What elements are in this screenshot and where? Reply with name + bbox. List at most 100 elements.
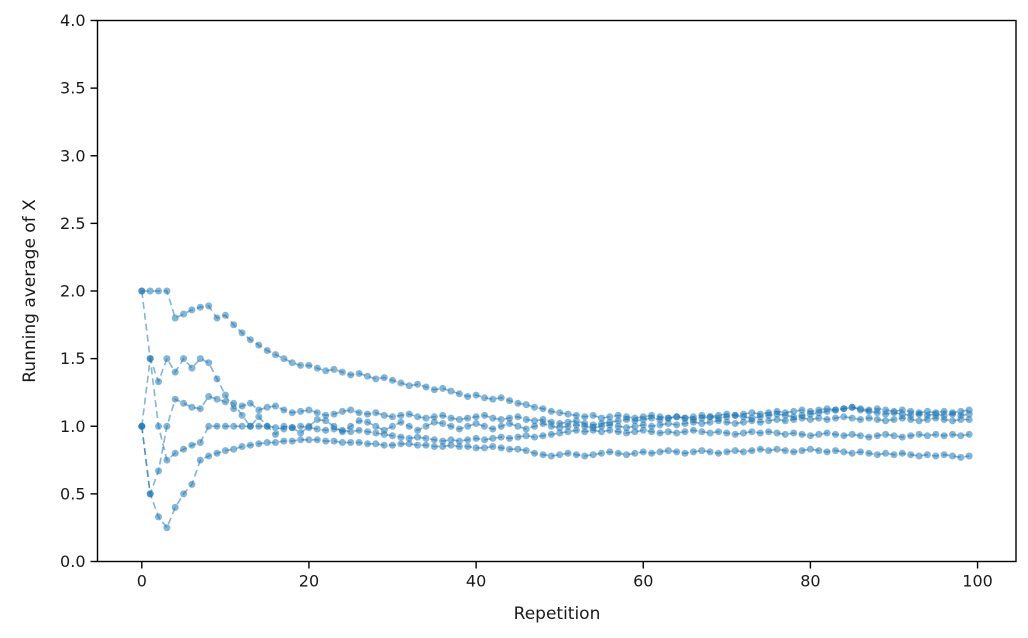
data-point-run-2 [673, 413, 681, 421]
data-point-run-3 [656, 429, 664, 437]
data-point-run-2 [965, 410, 973, 418]
data-point-run-4 [882, 417, 890, 425]
data-point-run-2 [723, 410, 731, 418]
data-point-run-3 [313, 425, 321, 433]
data-point-run-4 [731, 420, 739, 427]
data-point-run-4 [673, 421, 681, 429]
data-point-run-4 [380, 426, 388, 434]
data-point-run-2 [330, 410, 338, 418]
data-point-run-4 [297, 429, 305, 437]
data-point-run-3 [614, 428, 622, 436]
data-point-run-4 [865, 414, 873, 422]
plot-spines [96, 19, 1017, 563]
data-point-run-3 [623, 429, 630, 437]
data-point-run-5 [706, 448, 714, 456]
data-point-run-1 [272, 351, 279, 359]
data-point-run-2 [414, 413, 422, 421]
data-point-run-4 [397, 418, 405, 426]
data-point-run-2 [681, 414, 689, 422]
data-point-run-3 [815, 430, 823, 438]
data-point-run-2 [756, 410, 764, 418]
data-point-run-2 [689, 413, 697, 421]
data-point-run-2 [506, 414, 513, 422]
data-point-run-5 [372, 440, 380, 448]
data-point-run-3 [188, 441, 196, 449]
data-point-run-5 [873, 451, 881, 459]
data-point-run-5 [297, 436, 305, 444]
data-point-run-3 [455, 437, 463, 445]
data-point-run-4 [338, 428, 346, 436]
data-point-run-4 [489, 425, 497, 433]
data-point-run-2 [205, 359, 213, 367]
data-point-run-4 [455, 425, 463, 433]
data-point-run-4 [506, 420, 513, 427]
data-point-run-5 [957, 453, 965, 461]
data-point-run-5 [840, 448, 848, 456]
y-tick-label: 1.5 [60, 349, 85, 368]
data-point-run-5 [547, 452, 555, 460]
data-point-run-5 [923, 451, 931, 459]
data-point-run-2 [806, 407, 814, 415]
data-point-run-2 [364, 410, 371, 418]
data-point-run-2 [949, 410, 956, 418]
data-point-run-3 [748, 428, 756, 436]
data-point-run-5 [464, 443, 472, 450]
data-point-run-4 [790, 416, 798, 423]
data-point-run-1 [188, 306, 196, 314]
data-point-run-3 [949, 430, 956, 438]
data-point-run-1 [213, 314, 221, 322]
data-point-run-3 [765, 428, 773, 436]
data-point-run-3 [865, 433, 873, 441]
data-point-run-3 [355, 426, 363, 434]
data-point-run-2 [631, 417, 639, 425]
data-point-run-3 [756, 429, 764, 437]
data-point-run-2 [522, 416, 530, 423]
data-point-run-2 [882, 410, 890, 418]
data-point-run-4 [698, 420, 706, 427]
data-point-run-5 [898, 449, 906, 457]
x-tick-label: 0 [137, 572, 147, 591]
data-point-run-1 [405, 382, 413, 390]
data-point-run-3 [155, 422, 162, 430]
data-point-run-5 [773, 445, 781, 453]
data-point-run-3 [489, 434, 497, 442]
data-point-run-2 [188, 364, 196, 372]
data-point-run-1 [355, 370, 363, 377]
data-point-run-4 [748, 417, 756, 425]
x-tick-label: 20 [299, 572, 319, 591]
data-point-run-3 [664, 428, 672, 436]
data-point-run-4 [288, 424, 296, 432]
data-point-run-3 [631, 428, 639, 436]
data-point-run-4 [180, 399, 188, 407]
data-point-run-5 [606, 448, 614, 456]
data-point-run-4 [272, 430, 279, 438]
data-point-run-5 [965, 452, 973, 460]
data-point-run-2 [196, 355, 204, 363]
data-point-run-1 [205, 302, 213, 310]
data-point-run-3 [932, 430, 940, 438]
data-point-run-1 [572, 411, 580, 419]
data-point-run-1 [522, 401, 530, 409]
data-point-run-5 [330, 437, 338, 445]
data-point-run-2 [832, 406, 839, 414]
x-tick-label: 60 [633, 572, 653, 591]
data-point-run-5 [623, 451, 630, 459]
data-point-run-4 [723, 418, 731, 426]
data-point-run-4 [857, 416, 864, 423]
data-point-run-4 [840, 413, 848, 421]
data-point-run-5 [263, 439, 271, 446]
data-point-run-4 [163, 422, 171, 430]
data-point-run-1 [439, 384, 447, 392]
data-point-run-4 [589, 424, 597, 432]
data-point-run-2 [781, 409, 789, 417]
data-point-run-1 [539, 405, 547, 413]
data-point-run-5 [497, 444, 505, 452]
data-point-run-4 [765, 417, 773, 425]
data-point-run-5 [890, 451, 898, 459]
data-point-run-5 [405, 440, 413, 448]
data-point-run-4 [965, 416, 973, 423]
data-point-run-4 [305, 422, 313, 430]
data-point-run-3 [397, 433, 405, 441]
data-point-run-1 [430, 386, 438, 394]
data-point-run-3 [773, 429, 781, 437]
